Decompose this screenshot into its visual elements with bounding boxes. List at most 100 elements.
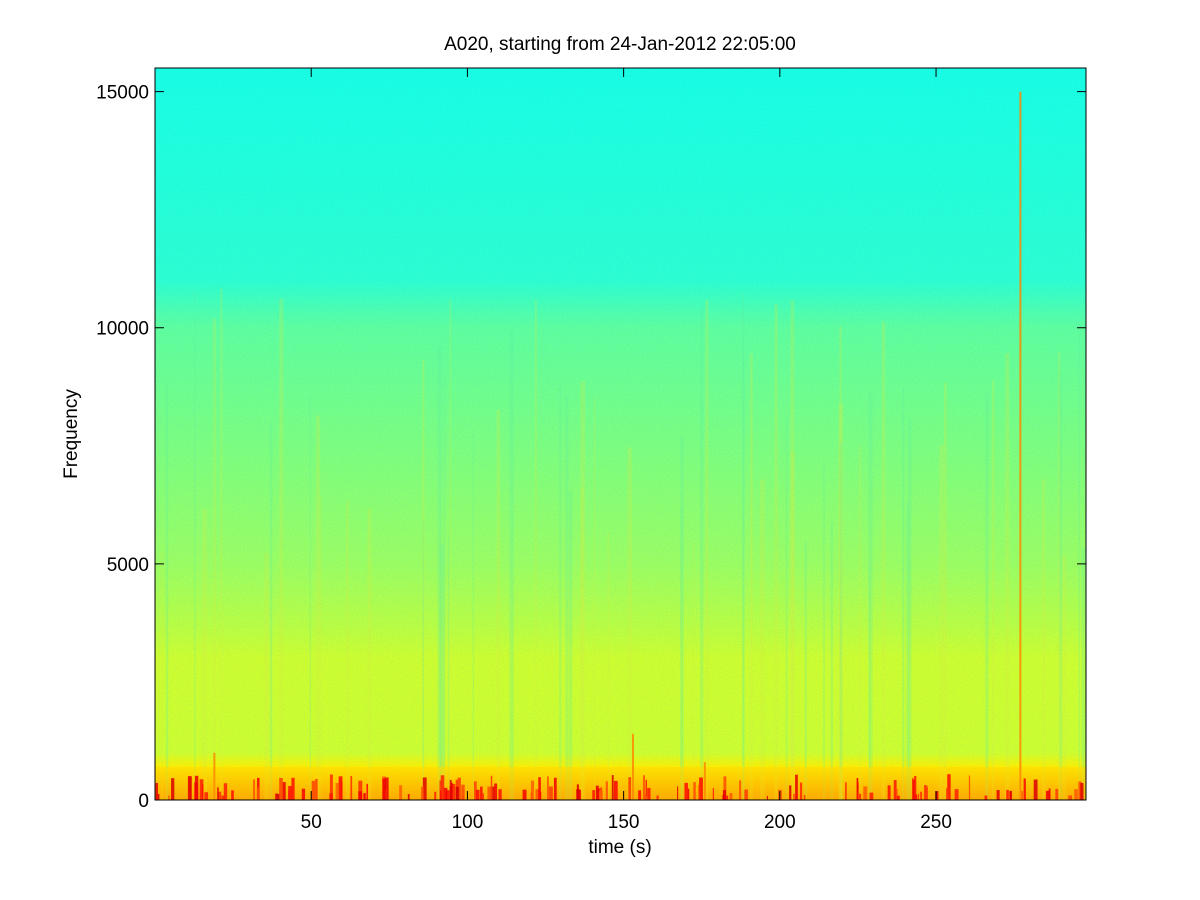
low-band-burst: [766, 795, 768, 800]
y-tick-label: 5000: [107, 555, 149, 576]
low-band-burst: [338, 776, 343, 800]
low-band-burst: [693, 782, 696, 800]
low-band-burst: [799, 782, 803, 800]
low-band-burst: [1023, 778, 1026, 800]
low-band-burst: [858, 793, 862, 800]
low-band-burst: [645, 779, 647, 800]
low-band-burst: [451, 782, 453, 800]
low-band-burst: [291, 777, 295, 800]
low-band-burst: [171, 778, 175, 800]
low-band-burst: [595, 785, 599, 800]
low-band-burst: [605, 781, 608, 800]
low-band-burst: [492, 786, 495, 800]
low-band-burst: [723, 776, 727, 800]
low-band-burst: [221, 795, 225, 800]
low-band-burst: [223, 783, 228, 800]
low-band-burst: [275, 793, 278, 800]
x-tick-label: 100: [452, 812, 484, 833]
low-band-burst: [793, 793, 795, 800]
low-band-burst: [912, 779, 916, 800]
low-band-burst: [399, 785, 403, 800]
low-band-burst: [329, 774, 333, 800]
low-band-burst: [598, 790, 603, 800]
low-band-burst: [984, 795, 988, 800]
low-band-burst: [538, 777, 541, 800]
low-band-burst: [1033, 779, 1038, 800]
low-band-burst: [358, 780, 363, 800]
low-band-burst: [315, 778, 318, 800]
low-band-burst: [912, 778, 914, 800]
low-band-burst: [187, 776, 192, 800]
low-band-burst: [795, 774, 798, 800]
low-band-burst: [445, 790, 450, 800]
x-tick-label: 50: [301, 812, 322, 833]
low-band-burst: [363, 793, 366, 800]
low-band-burst: [996, 790, 1000, 800]
y-axis: 0 5000 10000 15000: [96, 83, 1086, 812]
low-band-burst: [382, 778, 386, 800]
low-band-burst: [789, 785, 792, 800]
low-band-burst: [1048, 788, 1051, 800]
transient-lines: [213, 91, 1022, 800]
low-band-burst: [480, 786, 483, 800]
low-band-burst: [482, 793, 485, 800]
low-band-burst: [687, 788, 690, 800]
low-band-burst: [857, 791, 860, 800]
low-band-burst: [642, 775, 646, 800]
low-band-burst: [366, 783, 369, 800]
y-axis-label: Frequency: [61, 389, 82, 479]
low-band-burst: [217, 787, 219, 800]
low-band-burst: [739, 780, 742, 800]
low-band-burst: [644, 795, 647, 800]
low-band-burst: [548, 786, 553, 800]
low-band-burst: [443, 787, 448, 800]
low-band-burst: [439, 780, 442, 800]
low-band-burst: [490, 775, 493, 800]
low-frequency-band: [155, 766, 1086, 800]
low-band-burst: [869, 792, 874, 800]
low-band-burst: [455, 786, 459, 800]
low-band-burst: [487, 786, 492, 800]
low-band-burst: [440, 775, 445, 800]
plot-area: [154, 67, 1087, 801]
low-band-burst: [656, 795, 659, 800]
low-band-burst: [358, 791, 363, 800]
low-band-burst: [1009, 791, 1011, 800]
low-band-yellow: [155, 766, 1086, 800]
low-band-burst: [451, 783, 456, 800]
low-band-burst: [449, 779, 452, 800]
low-band-burst: [592, 790, 596, 800]
low-band-burst: [920, 791, 923, 800]
x-axis: 50 100 150 200 250: [301, 68, 952, 833]
low-band-burst: [530, 792, 533, 800]
low-band-burst: [282, 782, 286, 800]
low-band-burst: [613, 780, 618, 800]
low-band-burst: [698, 784, 700, 800]
low-band-burst: [279, 777, 283, 800]
low-band-burst: [231, 790, 234, 800]
low-band-burst: [1006, 789, 1009, 800]
low-band-burst: [155, 783, 159, 800]
low-band-burst: [1021, 791, 1023, 800]
low-band-burst: [461, 795, 464, 800]
low-band-burst: [946, 788, 950, 800]
low-band-burst: [530, 780, 535, 800]
low-band-burst: [628, 777, 632, 800]
low-band-burst: [461, 784, 465, 800]
low-band-burst: [384, 777, 389, 800]
low-band-burst: [218, 791, 222, 800]
low-band-burst: [194, 775, 199, 800]
low-band-burst: [498, 789, 502, 800]
low-band-burst: [856, 778, 859, 800]
low-band-burst: [863, 786, 868, 800]
low-band-burst: [897, 795, 900, 800]
low-band-burst: [535, 789, 540, 800]
low-band-burst: [638, 790, 642, 800]
low-band-burst: [256, 787, 260, 800]
x-tick-label: 250: [920, 812, 952, 833]
x-tick-label: 200: [764, 812, 796, 833]
low-band-burst: [725, 795, 729, 800]
y-tick-label: 10000: [96, 319, 149, 340]
low-band-burst: [288, 786, 293, 800]
low-band-burst: [1078, 781, 1082, 800]
